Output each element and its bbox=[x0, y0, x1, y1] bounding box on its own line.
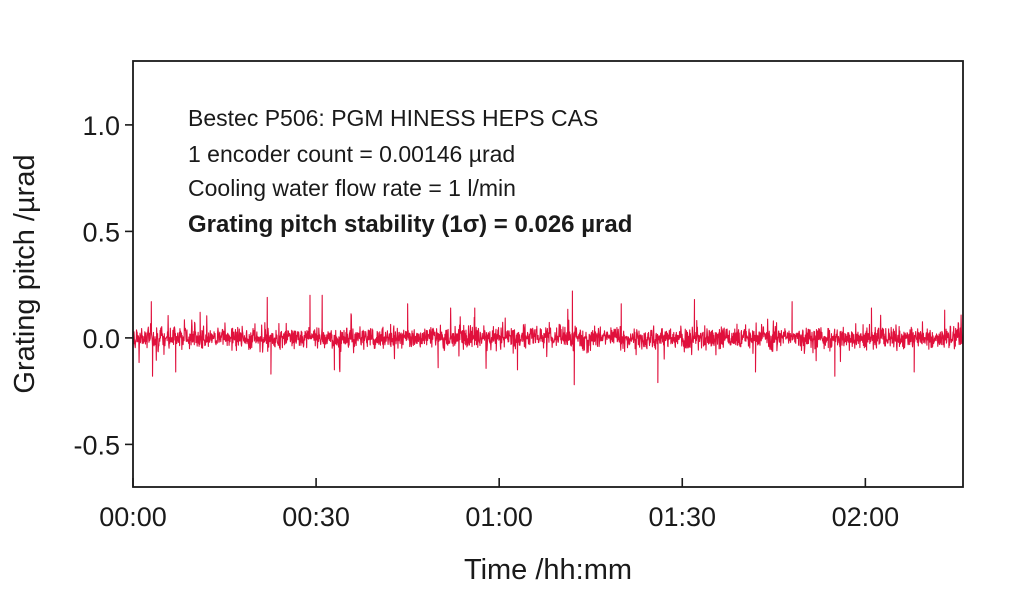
series-layer bbox=[132, 290, 964, 386]
plot-frame bbox=[132, 60, 964, 488]
y-tick-label: -0.5 bbox=[73, 430, 120, 460]
series-line-grating-pitch bbox=[132, 290, 964, 386]
annotation-block: Bestec P506: PGM HINESS HEPS CAS 1 encod… bbox=[188, 105, 632, 238]
x-tick-label: 00:00 bbox=[99, 502, 167, 532]
x-tick-label: 01:30 bbox=[648, 502, 716, 532]
annotation-instrument: Bestec P506: PGM HINESS HEPS CAS bbox=[188, 105, 598, 131]
y-axis-label: Grating pitch /µrad bbox=[9, 154, 41, 393]
y-tick-label: 0.0 bbox=[82, 324, 120, 354]
y-tick-label: 0.5 bbox=[82, 217, 120, 247]
ticks-layer: 1.0 0.5 0.0 -0.5 00:00 00:30 01:00 01:30 02:00 bbox=[73, 111, 899, 532]
x-axis-label: Time /hh:mm bbox=[464, 554, 632, 586]
x-tick-label: 02:00 bbox=[832, 502, 900, 532]
annotation-encoder: 1 encoder count = 0.00146 µrad bbox=[188, 141, 515, 167]
annotation-flow-rate: Cooling water flow rate = 1 l/min bbox=[188, 175, 516, 201]
annotation-stability: Grating pitch stability (1σ) = 0.026 µra… bbox=[188, 211, 632, 238]
x-tick-label: 00:30 bbox=[282, 502, 350, 532]
x-tick-label: 01:00 bbox=[465, 502, 533, 532]
y-tick-label: 1.0 bbox=[82, 111, 120, 141]
